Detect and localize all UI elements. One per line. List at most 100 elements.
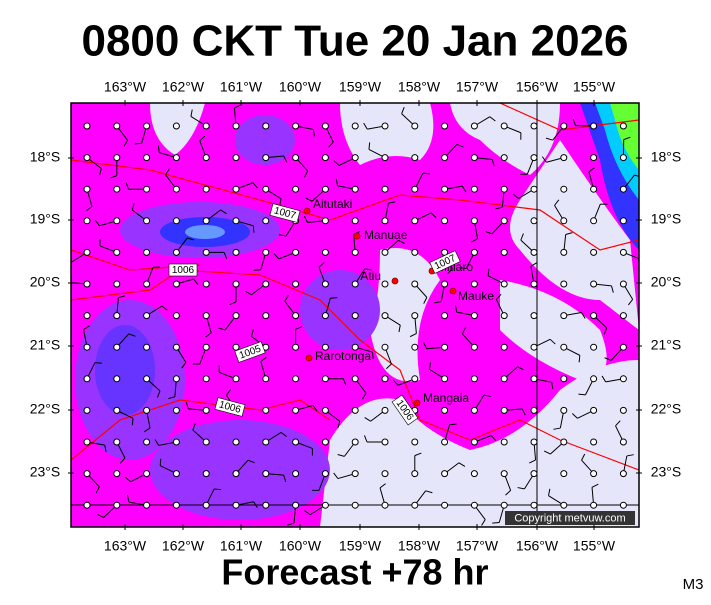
station (263, 471, 269, 477)
station (173, 186, 179, 192)
station (561, 155, 567, 161)
place-label: Manuae (364, 228, 408, 242)
station (531, 471, 537, 477)
model-label: M3 (683, 576, 704, 593)
station (203, 155, 209, 161)
station (233, 471, 239, 477)
latitude-label-left: 18°S (30, 149, 61, 165)
station (382, 249, 388, 255)
wind-barb-feather (373, 352, 374, 359)
station (442, 502, 448, 508)
station (114, 281, 120, 287)
wind-barb-feather (330, 298, 337, 299)
longitude-label-bottom: 156°W (516, 538, 559, 554)
station (412, 313, 418, 319)
forecast-label: Forecast +78 hr (221, 552, 488, 593)
latitude-label-right: 20°S (651, 274, 682, 290)
wind-barb-feather (423, 173, 430, 174)
station (114, 407, 120, 413)
station (412, 281, 418, 287)
station (501, 313, 507, 319)
station (591, 249, 597, 255)
station (322, 407, 328, 413)
station (561, 502, 567, 508)
station (442, 123, 448, 129)
station (591, 218, 597, 224)
station (322, 155, 328, 161)
station (114, 249, 120, 255)
station (442, 281, 448, 287)
station (382, 439, 388, 445)
station (263, 407, 269, 413)
station (293, 123, 299, 129)
station (233, 502, 239, 508)
longitude-label-bottom: 162°W (162, 538, 205, 554)
place-marker (354, 233, 360, 239)
station (620, 502, 626, 508)
station (233, 344, 239, 350)
latitude-label-left: 19°S (30, 211, 61, 227)
station (173, 313, 179, 319)
station (233, 123, 239, 129)
station (501, 249, 507, 255)
station (442, 344, 448, 350)
longitude-label-top: 161°W (220, 79, 263, 95)
station (531, 439, 537, 445)
station (114, 471, 120, 477)
place-marker (450, 288, 456, 294)
station (144, 471, 150, 477)
wind-barb-feather (214, 489, 221, 490)
title: 0800 CKT Tue 20 Jan 2026 (81, 17, 628, 66)
station (412, 344, 418, 350)
station (591, 313, 597, 319)
station (322, 218, 328, 224)
station (471, 407, 477, 413)
station (591, 281, 597, 287)
station (114, 186, 120, 192)
longitude-label-top: 160°W (279, 79, 322, 95)
station (173, 249, 179, 255)
station (233, 186, 239, 192)
station (442, 155, 448, 161)
station (203, 407, 209, 413)
place-marker (414, 400, 420, 406)
longitude-label-top: 158°W (398, 79, 441, 95)
station (620, 439, 626, 445)
latitude-label-right: 23°S (651, 464, 682, 480)
station (471, 439, 477, 445)
station (352, 407, 358, 413)
longitude-label-bottom: 155°W (573, 538, 616, 554)
station (412, 502, 418, 508)
station (293, 439, 299, 445)
station (501, 155, 507, 161)
wind-barb-feather (95, 363, 102, 364)
longitude-label-top: 155°W (573, 79, 616, 95)
station (322, 502, 328, 508)
station (84, 344, 90, 350)
station (531, 502, 537, 508)
station (293, 186, 299, 192)
place-label: Aitutaki (313, 197, 352, 211)
station (412, 123, 418, 129)
station (233, 218, 239, 224)
station (531, 376, 537, 382)
place-label: Atiu (360, 269, 381, 283)
station (84, 313, 90, 319)
station (144, 439, 150, 445)
station (412, 471, 418, 477)
wind-barb-feather (450, 424, 457, 425)
station (531, 281, 537, 287)
station (561, 123, 567, 129)
station (382, 471, 388, 477)
station (442, 407, 448, 413)
station (620, 407, 626, 413)
station (114, 218, 120, 224)
wind-barb-feather (578, 394, 585, 395)
station (263, 155, 269, 161)
station (293, 407, 299, 413)
station (352, 155, 358, 161)
station (322, 249, 328, 255)
station (84, 249, 90, 255)
latitude-label-left: 21°S (30, 337, 61, 353)
station (561, 313, 567, 319)
